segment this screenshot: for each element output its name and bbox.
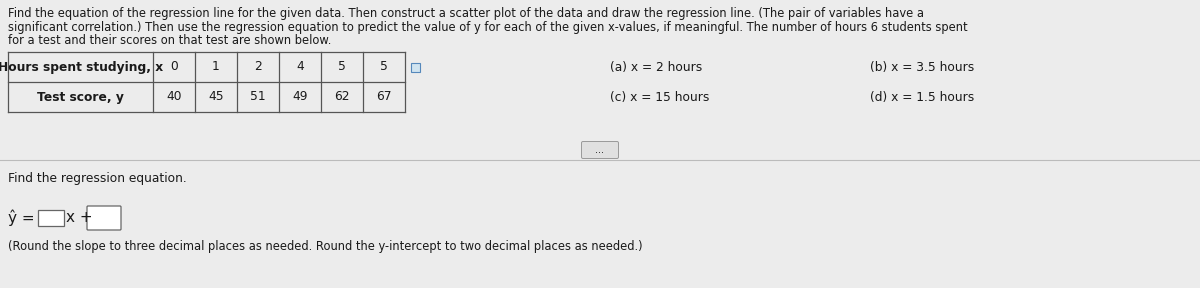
Text: 0: 0 <box>170 60 178 73</box>
Text: 62: 62 <box>335 90 349 103</box>
Text: 40: 40 <box>167 90 181 103</box>
Text: 49: 49 <box>293 90 307 103</box>
Text: 5: 5 <box>338 60 346 73</box>
Text: 4: 4 <box>296 60 304 73</box>
Text: (d) x = 1.5 hours: (d) x = 1.5 hours <box>870 90 974 103</box>
Text: significant correlation.) Then use the regression equation to predict the value : significant correlation.) Then use the r… <box>8 20 967 33</box>
Text: Find the equation of the regression line for the given data. Then construct a sc: Find the equation of the regression line… <box>8 7 924 20</box>
FancyBboxPatch shape <box>582 141 618 158</box>
Text: (c) x = 15 hours: (c) x = 15 hours <box>610 90 709 103</box>
Text: 45: 45 <box>208 90 224 103</box>
FancyBboxPatch shape <box>88 206 121 230</box>
Text: for a test and their scores on that test are shown below.: for a test and their scores on that test… <box>8 34 331 47</box>
FancyBboxPatch shape <box>410 62 420 71</box>
FancyBboxPatch shape <box>38 210 64 226</box>
Text: 67: 67 <box>377 90 391 103</box>
Text: 5: 5 <box>380 60 388 73</box>
Text: (b) x = 3.5 hours: (b) x = 3.5 hours <box>870 60 974 73</box>
Text: (Round the slope to three decimal places as needed. Round the y-intercept to two: (Round the slope to three decimal places… <box>8 240 643 253</box>
Text: Hours spent studying, x: Hours spent studying, x <box>0 60 163 73</box>
Text: (a) x = 2 hours: (a) x = 2 hours <box>610 60 702 73</box>
Text: x +: x + <box>66 211 97 226</box>
Text: 51: 51 <box>250 90 266 103</box>
Text: ŷ =: ŷ = <box>8 210 40 226</box>
Text: ...: ... <box>595 145 605 155</box>
Text: 1: 1 <box>212 60 220 73</box>
Text: 2: 2 <box>254 60 262 73</box>
Text: Find the regression equation.: Find the regression equation. <box>8 172 187 185</box>
Text: Test score, y: Test score, y <box>37 90 124 103</box>
